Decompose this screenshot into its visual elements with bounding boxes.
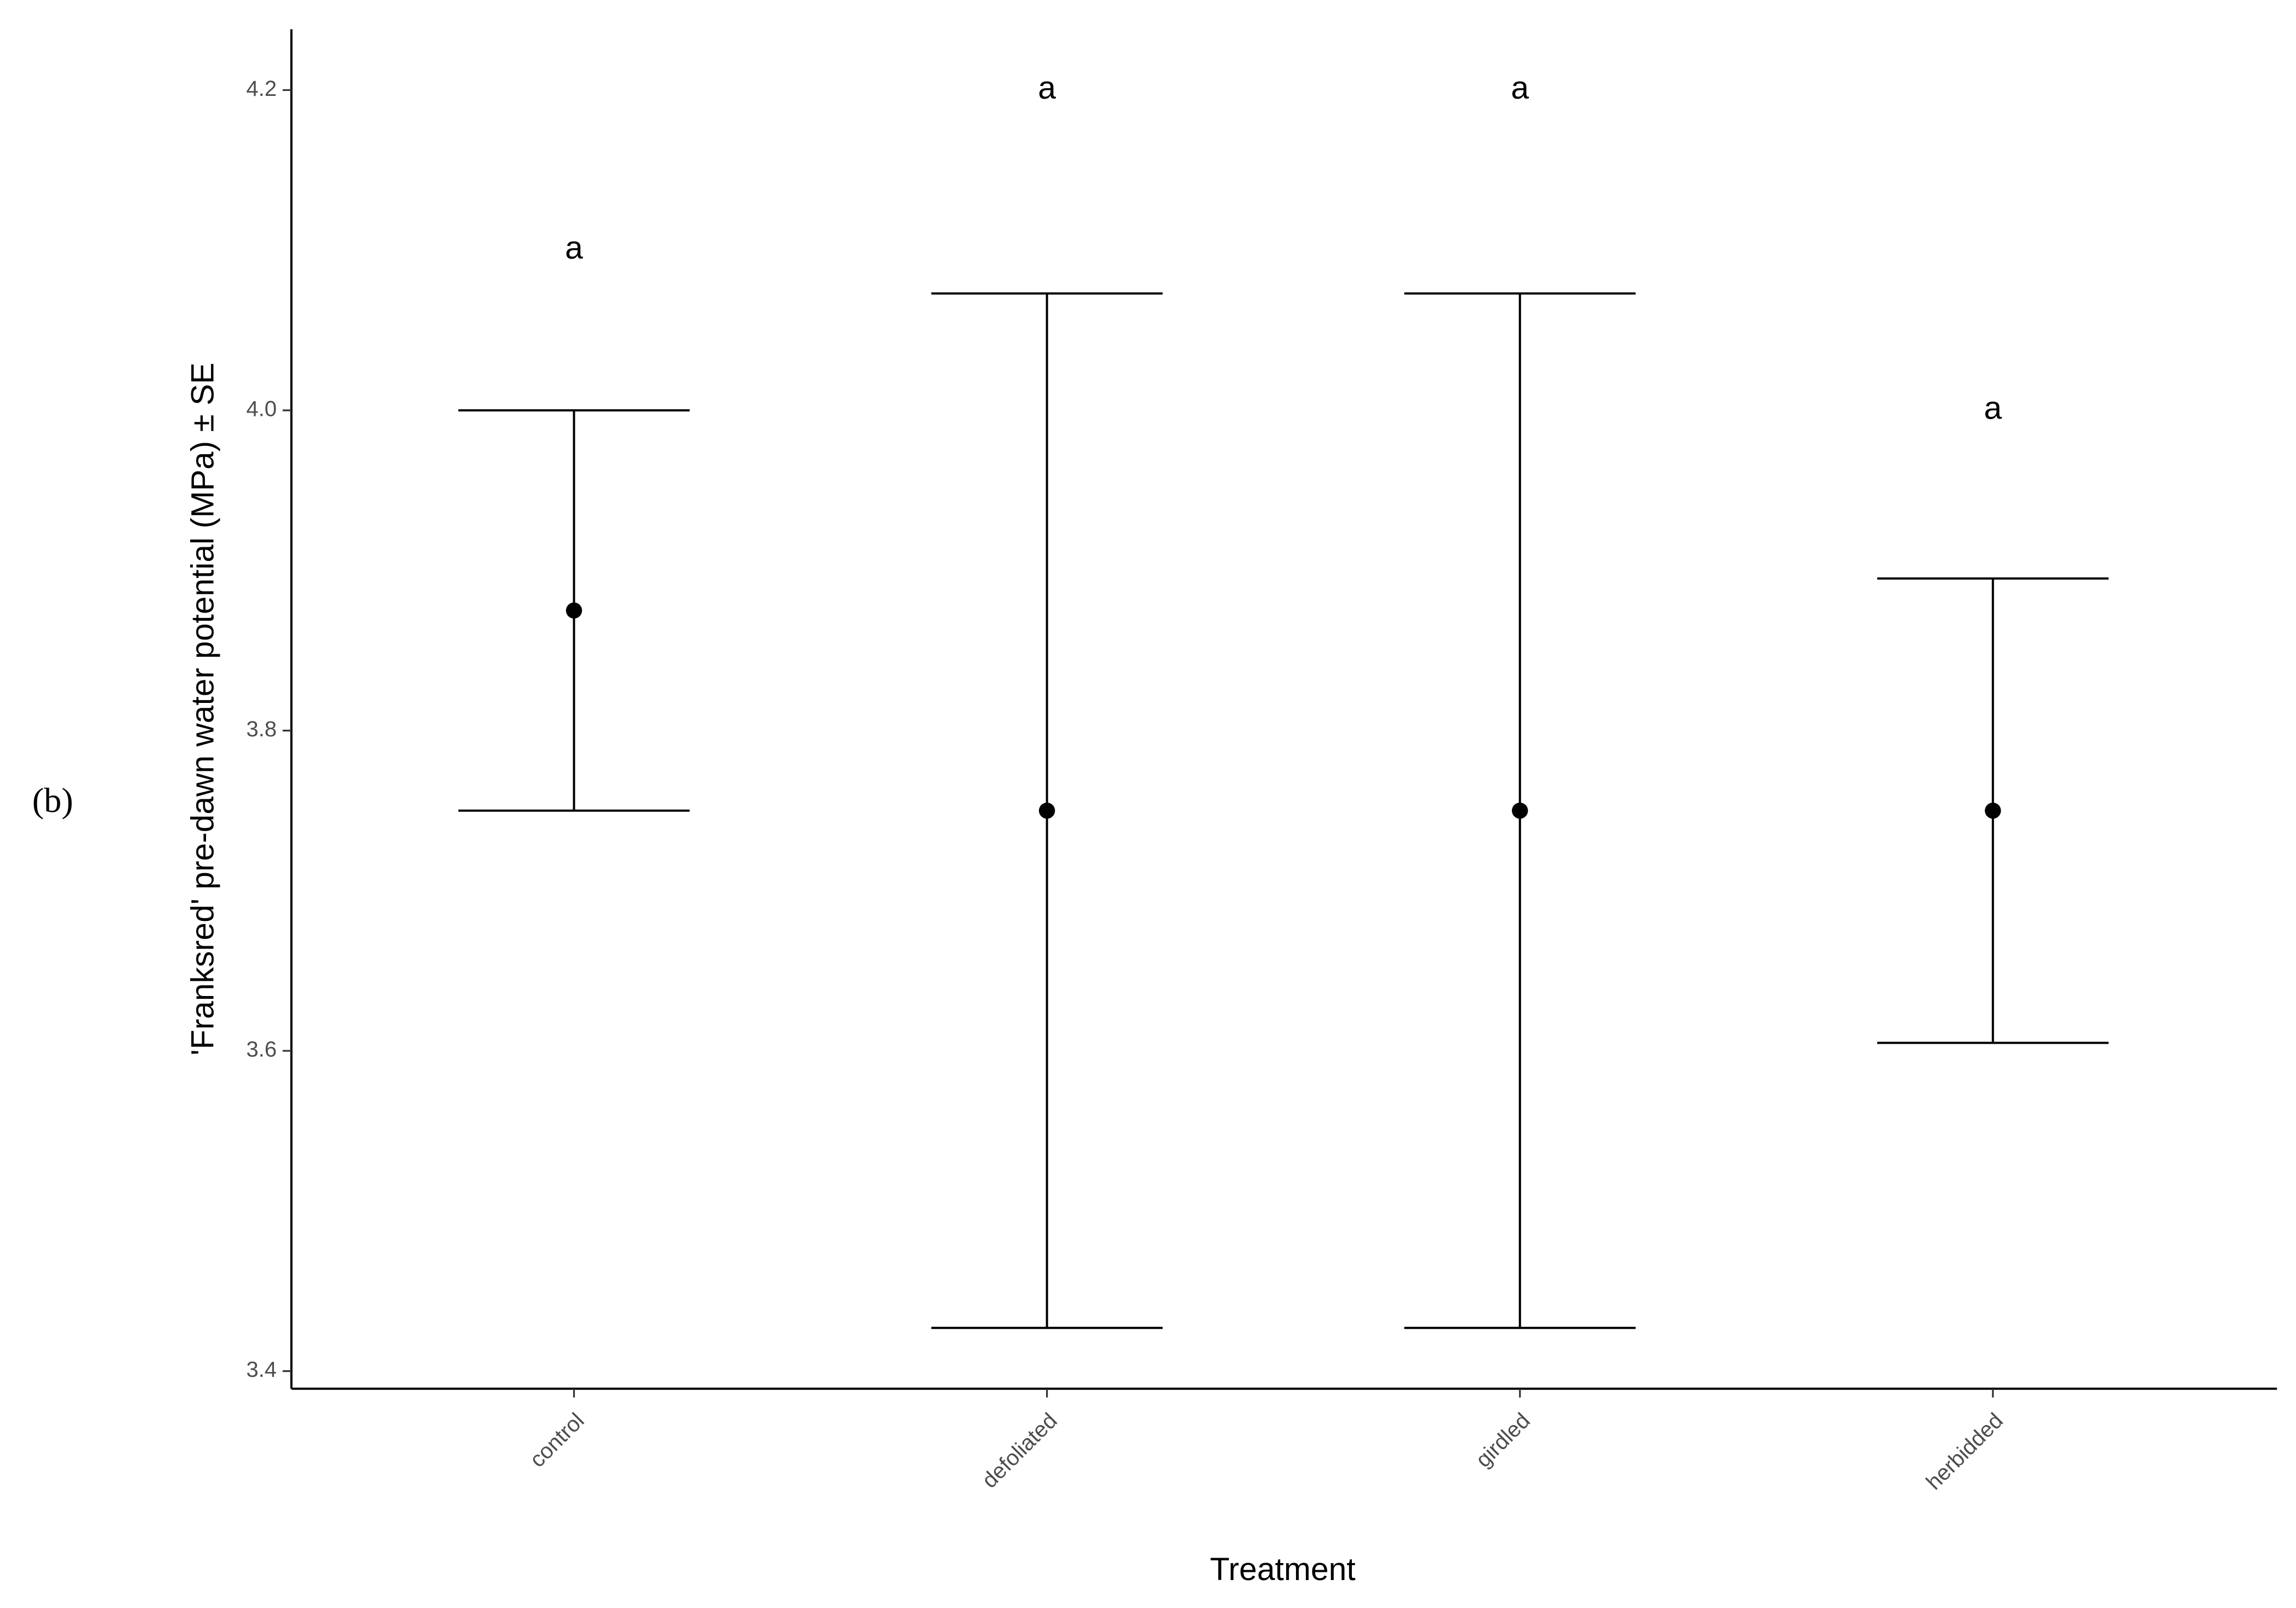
y-tick-label: 3.6 [246,1038,277,1062]
mean-point [1512,802,1528,819]
y-tick-label: 3.4 [246,1358,277,1382]
x-tick-label: defoliated [978,1409,1062,1493]
mean-point [1038,802,1055,819]
x-tick-label: herbidded [1922,1409,2008,1495]
y-tick-label: 4.2 [246,77,277,101]
significance-letter: a [1511,70,1529,106]
y-axis-title: 'Franksred' pre-dawn water potential (MP… [185,363,221,1056]
mean-point [1985,802,2001,819]
x-tick-label: control [526,1409,589,1472]
x-tick-label: girdled [1471,1409,1535,1472]
significance-letter: a [565,230,583,266]
panel-label: (b) [32,781,73,820]
y-tick-label: 3.8 [246,717,277,741]
significance-letter: a [1038,70,1056,106]
significance-letter: a [1984,391,2002,426]
mean-point [566,602,582,619]
y-tick-label: 4.0 [246,397,277,421]
x-axis-title: Treatment [1210,1552,1356,1587]
